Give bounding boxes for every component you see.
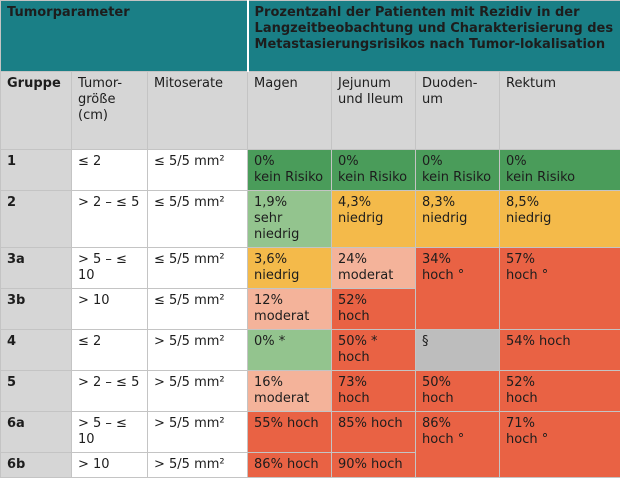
cell-gruppe: 2: [1, 191, 72, 248]
cell-mitose: ≤ 5/5 mm²: [148, 191, 248, 248]
cell-mitose: > 5/5 mm²: [148, 453, 248, 478]
cell-mitose: ≤ 5/5 mm²: [148, 150, 248, 191]
cell-magen: 0% *: [248, 330, 332, 371]
cell-magen: 0%kein Risiko: [248, 150, 332, 191]
cell-gruppe: 5: [1, 371, 72, 412]
cell-jejunum: 90% hoch: [332, 453, 416, 478]
cell-gruppe: 3a: [1, 248, 72, 289]
cell-mitose: ≤ 5/5 mm²: [148, 248, 248, 289]
column-duodenum: Duoden-um: [416, 72, 500, 150]
cell-jejunum: 85% hoch: [332, 412, 416, 453]
cell-size: > 10: [72, 289, 148, 330]
cell-gruppe: 1: [1, 150, 72, 191]
table-row: 2 > 2 – ≤ 5 ≤ 5/5 mm² 1,9%sehr niedrig 4…: [1, 191, 620, 248]
cell-duodenum: 8,3%niedrig: [416, 191, 500, 248]
cell-gruppe: 4: [1, 330, 72, 371]
cell-duodenum: 86%hoch °: [416, 412, 500, 478]
column-jejunum: Jejunum und Ileum: [332, 72, 416, 150]
cell-duodenum: §: [416, 330, 500, 371]
cell-size: > 2 – ≤ 5: [72, 371, 148, 412]
cell-mitose: ≤ 5/5 mm²: [148, 289, 248, 330]
column-mitoserate: Mitoserate: [148, 72, 248, 150]
cell-rektum: 71%hoch °: [500, 412, 620, 478]
cell-duodenum: 50%hoch: [416, 371, 500, 412]
cell-rektum: 57%hoch °: [500, 248, 620, 330]
table-row: 1 ≤ 2 ≤ 5/5 mm² 0%kein Risiko 0%kein Ris…: [1, 150, 620, 191]
cell-jejunum: 50% * hoch: [332, 330, 416, 371]
cell-gruppe: 3b: [1, 289, 72, 330]
cell-jejunum: 4,3%niedrig: [332, 191, 416, 248]
cell-size: ≤ 2: [72, 150, 148, 191]
header-recurrence-title: Prozentzahl der Patienten mit Rezidiv in…: [248, 1, 620, 72]
column-gruppe: Gruppe: [1, 72, 72, 150]
cell-rektum: 52%hoch: [500, 371, 620, 412]
cell-magen: 86% hoch: [248, 453, 332, 478]
table-row: 5 > 2 – ≤ 5 > 5/5 mm² 16%moderat 73%hoch…: [1, 371, 620, 412]
cell-gruppe: 6a: [1, 412, 72, 453]
cell-magen: 12%moderat: [248, 289, 332, 330]
cell-mitose: > 5/5 mm²: [148, 371, 248, 412]
cell-magen: 16%moderat: [248, 371, 332, 412]
cell-size: ≤ 2: [72, 330, 148, 371]
cell-jejunum: 24%moderat: [332, 248, 416, 289]
column-rektum: Rektum: [500, 72, 620, 150]
column-tumorgroesse: Tumor-größe (cm): [72, 72, 148, 150]
cell-size: > 10: [72, 453, 148, 478]
cell-magen: 3,6%niedrig: [248, 248, 332, 289]
cell-rektum: 8,5%niedrig: [500, 191, 620, 248]
cell-jejunum: 73%hoch: [332, 371, 416, 412]
cell-size: > 5 – ≤ 10: [72, 412, 148, 453]
cell-jejunum: 0%kein Risiko: [332, 150, 416, 191]
table-row: 4 ≤ 2 > 5/5 mm² 0% * 50% * hoch § 54% ho…: [1, 330, 620, 371]
table-row: 6a > 5 – ≤ 10 > 5/5 mm² 55% hoch 85% hoc…: [1, 412, 620, 453]
header-row-1: Tumorparameter Prozentzahl der Patienten…: [1, 1, 620, 72]
cell-magen: 1,9%sehr niedrig: [248, 191, 332, 248]
cell-duodenum: 0%kein Risiko: [416, 150, 500, 191]
cell-jejunum: 52%hoch: [332, 289, 416, 330]
cell-magen: 55% hoch: [248, 412, 332, 453]
cell-mitose: > 5/5 mm²: [148, 330, 248, 371]
cell-mitose: > 5/5 mm²: [148, 412, 248, 453]
cell-duodenum: 34%hoch °: [416, 248, 500, 330]
table-row: 3a > 5 – ≤ 10 ≤ 5/5 mm² 3,6%niedrig 24%m…: [1, 248, 620, 289]
header-row-2: Gruppe Tumor-größe (cm) Mitoserate Magen…: [1, 72, 620, 150]
column-magen: Magen: [248, 72, 332, 150]
cell-rektum: 54% hoch: [500, 330, 620, 371]
header-tumorparameter: Tumorparameter: [1, 1, 248, 72]
cell-gruppe: 6b: [1, 453, 72, 478]
cell-size: > 2 – ≤ 5: [72, 191, 148, 248]
cell-rektum: 0%kein Risiko: [500, 150, 620, 191]
cell-size: > 5 – ≤ 10: [72, 248, 148, 289]
